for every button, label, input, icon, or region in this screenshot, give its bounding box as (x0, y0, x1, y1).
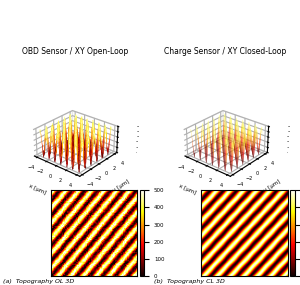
Y-axis label: y [μm]: y [μm] (112, 178, 130, 193)
Text: (b)  Topography CL 3D: (b) Topography CL 3D (154, 278, 224, 284)
Text: OBD Sensor / XY Open-Loop: OBD Sensor / XY Open-Loop (22, 47, 128, 56)
X-axis label: x [μm]: x [μm] (178, 184, 197, 196)
Y-axis label: y [μm]: y [μm] (263, 178, 281, 193)
X-axis label: x [μm]: x [μm] (28, 184, 46, 196)
Text: Charge Sensor / XY Closed-Loop: Charge Sensor / XY Closed-Loop (164, 47, 286, 56)
Text: (a)  Topography OL 3D: (a) Topography OL 3D (3, 278, 75, 284)
